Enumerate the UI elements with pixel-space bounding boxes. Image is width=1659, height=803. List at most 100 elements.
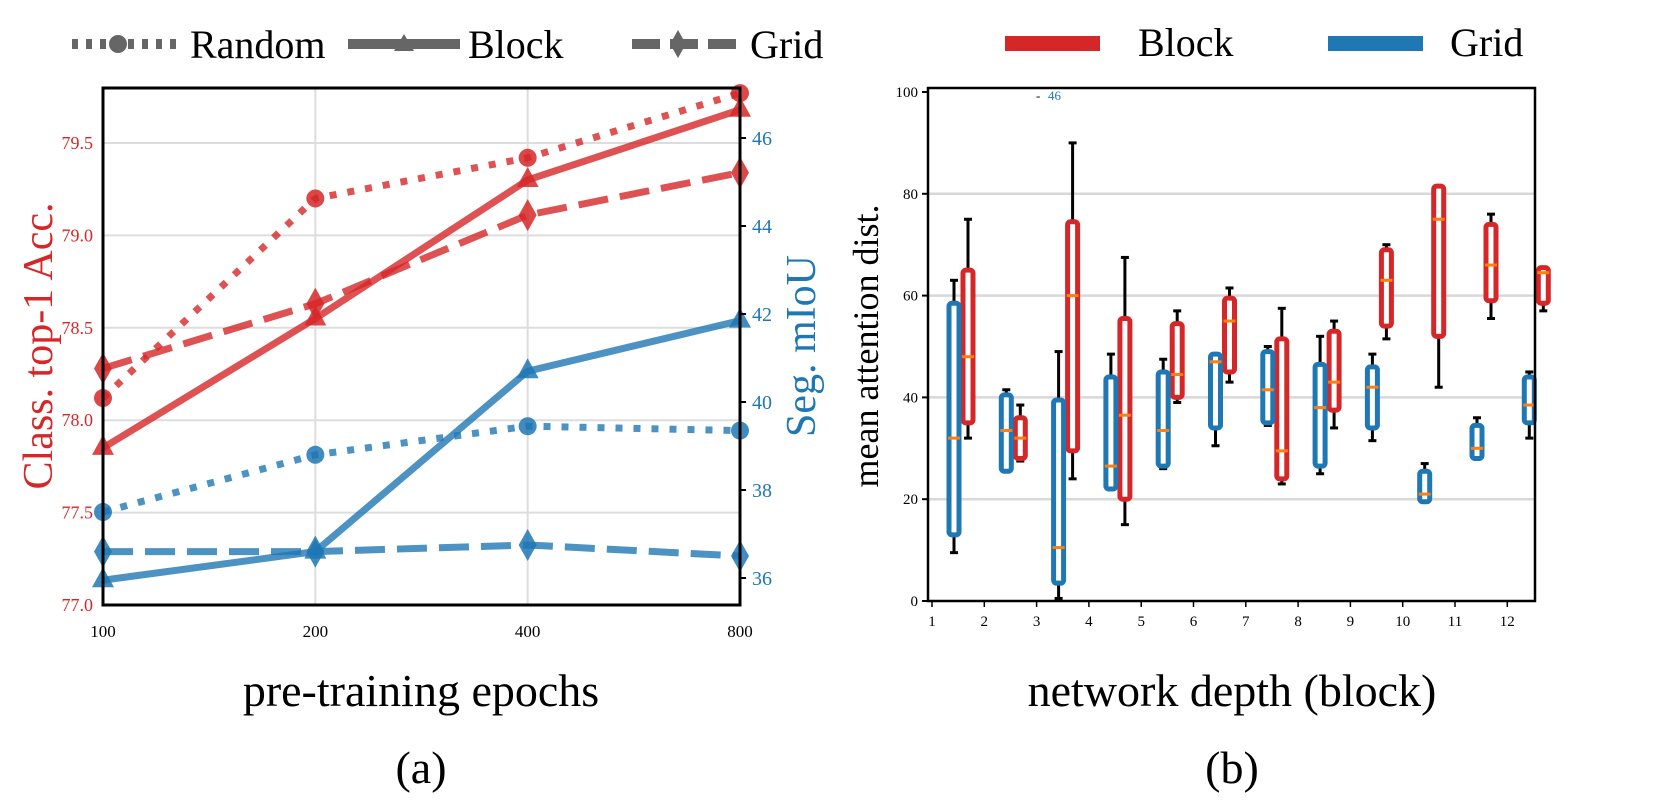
chart-a-frame — [101, 86, 742, 607]
x-tick-label: 1 — [928, 614, 936, 630]
chart-a-ticks: 100 200 400 800 77.0 77.5 78.0 78.5 79.0 79.5 36 38… — [62, 128, 773, 641]
series-line-classification-dashed — [101, 169, 741, 372]
chart-b-frame — [926, 86, 1537, 603]
chart-b-caption: (b) — [1205, 742, 1259, 793]
box-grid-3 — [1051, 350, 1067, 600]
y-tick-label: 40 — [903, 390, 918, 406]
box-body — [960, 267, 976, 426]
x-tick-label: 8 — [1294, 614, 1302, 630]
box-body — [1417, 468, 1433, 505]
box-block-9 — [1378, 243, 1394, 341]
x-tick-label: 11 — [1448, 614, 1462, 630]
y-right-tick-label: 44 — [752, 216, 772, 238]
x-tick-label: 400 — [515, 622, 541, 641]
data-point-triangle — [516, 358, 539, 379]
data-point-diamond — [518, 529, 537, 561]
data-point-circle — [518, 148, 537, 167]
chart-a: 100 200 400 800 77.0 77.5 78.0 78.5 79.0 79.5 36 38… — [16, 22, 825, 793]
series-line-segmentation-dotted — [102, 422, 741, 516]
legend-random-label: Random — [190, 22, 326, 67]
chart-b-xlabel: network depth (block) — [1028, 665, 1437, 716]
y-right-tick-label: 40 — [752, 392, 772, 414]
box-block-5 — [1169, 309, 1185, 404]
legend-grid-swatch — [632, 30, 740, 58]
box-body — [1535, 265, 1551, 306]
y-left-tick-label: 77.5 — [62, 503, 94, 523]
x-tick-label: 4 — [1085, 614, 1093, 630]
data-point-diamond — [306, 287, 325, 320]
box-grid-1 — [946, 278, 962, 555]
y-left-tick-label: 78.5 — [62, 318, 94, 338]
x-tick-label: 2 — [981, 614, 989, 630]
x-tick-label: 800 — [727, 622, 753, 641]
box-body — [1222, 295, 1237, 375]
box-body — [1103, 374, 1119, 492]
chart-b-annotation: 46 — [1048, 88, 1062, 103]
box-body — [1521, 374, 1537, 426]
legend-block-label: Block — [468, 22, 564, 67]
box-body — [1378, 247, 1394, 329]
y-right-tick-label: 36 — [752, 568, 772, 590]
x-tick-label: 6 — [1190, 614, 1198, 630]
box-body — [998, 392, 1014, 474]
y-right-tick-label: 38 — [752, 480, 772, 502]
box-body — [1431, 183, 1447, 339]
y-tick-label: 80 — [903, 187, 918, 203]
box-block-1 — [960, 217, 976, 440]
x-tick-label: 7 — [1242, 614, 1250, 630]
box-body — [1169, 321, 1185, 400]
box-body — [1483, 221, 1499, 304]
box-body — [1274, 336, 1290, 482]
legend-random-swatch — [72, 35, 180, 53]
box-body — [1469, 422, 1485, 461]
chart-b-annotation-dash: - — [1036, 88, 1040, 103]
series-line-classification-dotted — [100, 89, 742, 401]
box-body — [1051, 397, 1067, 586]
x-tick-label: 100 — [90, 622, 116, 641]
box-body — [1260, 349, 1276, 426]
legend-block-swatch — [348, 34, 460, 51]
box-body — [1326, 328, 1342, 413]
box-body — [1117, 316, 1133, 502]
x-tick-label: 10 — [1395, 614, 1410, 630]
x-tick-label: 12 — [1500, 614, 1515, 630]
y-tick-label: 0 — [911, 594, 919, 610]
series-line-segmentation-dashed — [103, 541, 741, 560]
legend-block-patch — [1005, 36, 1100, 51]
box-grid-10 — [1417, 462, 1433, 505]
box-grid-9 — [1364, 352, 1380, 443]
chart-a-ylabel-left: Class. top-1 Acc. — [16, 203, 62, 490]
box-grid-4 — [1103, 352, 1119, 492]
chart-b-legend: Block Grid — [1005, 20, 1523, 65]
box-block-7 — [1274, 306, 1290, 486]
chart-a-caption: (a) — [395, 742, 446, 793]
data-point-circle — [518, 417, 537, 436]
y-tick-label: 60 — [903, 289, 918, 305]
data-point-circle — [306, 189, 325, 208]
chart-b-ylabel: mean attention dist. — [846, 205, 886, 488]
box-body — [1208, 351, 1223, 431]
data-point-circle — [306, 445, 325, 464]
data-point-triangle — [516, 166, 539, 187]
y-left-tick-label: 78.0 — [62, 410, 94, 430]
box-block-3 — [1065, 141, 1081, 481]
box-grid-8 — [1312, 334, 1328, 476]
legend-grid-label: Grid — [750, 22, 823, 67]
x-tick-label: 200 — [303, 622, 329, 641]
data-point-diamond — [518, 199, 537, 232]
box-grid-6 — [1208, 351, 1223, 448]
chart-a-ylabel-right: Seg. mIoU — [779, 255, 825, 437]
series-line-segmentation-solid — [102, 317, 741, 584]
box-block-2 — [1012, 403, 1028, 463]
box-body — [1065, 219, 1081, 454]
legend-block-label: Block — [1138, 20, 1234, 65]
x-tick-label: 9 — [1347, 614, 1355, 630]
y-left-tick-label: 79.0 — [62, 225, 94, 245]
legend-grid-label: Grid — [1450, 20, 1523, 65]
box-grid-5 — [1155, 357, 1171, 471]
box-block-6 — [1222, 286, 1237, 384]
y-tick-label: 100 — [896, 85, 919, 101]
